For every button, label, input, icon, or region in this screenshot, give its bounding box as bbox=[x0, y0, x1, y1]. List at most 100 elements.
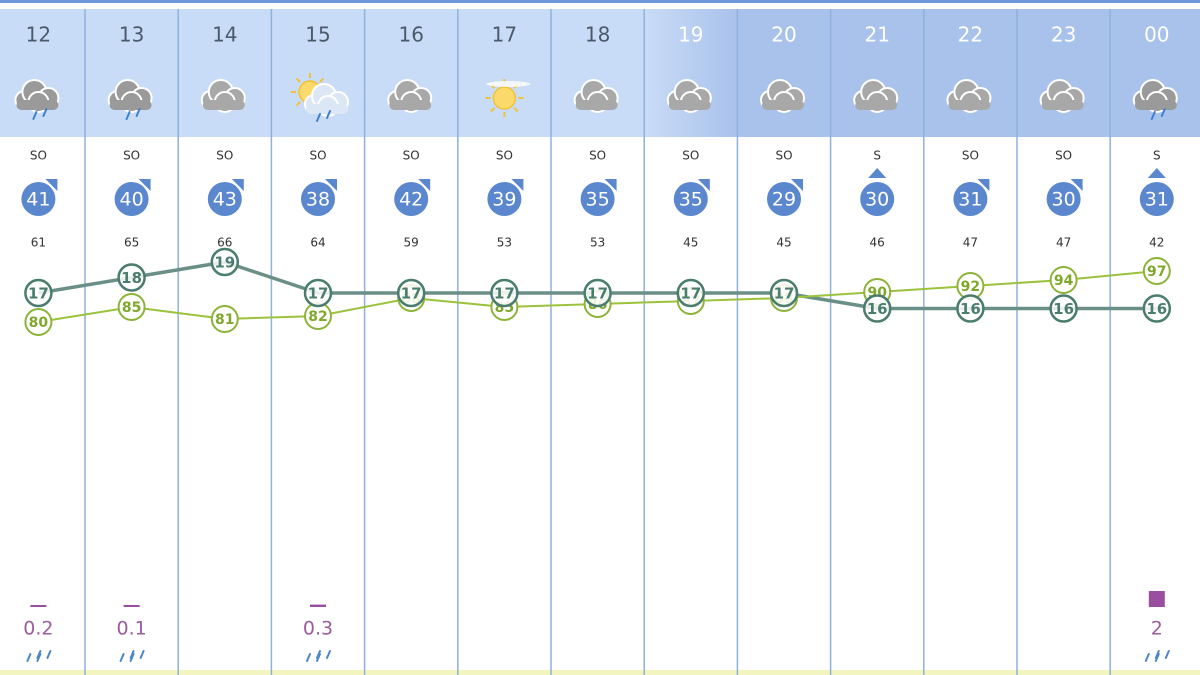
precip-bar bbox=[310, 604, 326, 607]
gust: 53 bbox=[590, 236, 605, 250]
hour-label: 18 bbox=[585, 23, 610, 47]
gust: 45 bbox=[776, 236, 791, 250]
gust: 65 bbox=[124, 236, 139, 250]
header-cell bbox=[364, 9, 458, 137]
humidity-point bbox=[117, 293, 146, 321]
wind-arrow bbox=[511, 179, 524, 191]
wind-speed: 31 bbox=[1145, 189, 1169, 211]
wind-arrow bbox=[138, 179, 151, 191]
wind-direction: SO bbox=[496, 149, 513, 163]
precip-value: 0.2 bbox=[23, 618, 53, 640]
wind-direction: SO bbox=[682, 149, 699, 163]
wind-speed: 42 bbox=[399, 189, 423, 211]
drop bbox=[316, 653, 321, 662]
wind-arrow bbox=[45, 179, 58, 191]
humidity-label: 80 bbox=[29, 315, 49, 331]
wind-badge bbox=[487, 182, 522, 216]
wind-speed: 31 bbox=[958, 189, 982, 211]
drop bbox=[1164, 650, 1170, 659]
drops-icon bbox=[1144, 650, 1170, 662]
wind-arrow bbox=[231, 179, 244, 191]
wind-badge bbox=[207, 182, 242, 216]
hour-label: 17 bbox=[492, 23, 517, 47]
hour-label: 13 bbox=[119, 23, 144, 47]
header-cell bbox=[271, 9, 365, 137]
header-cell bbox=[85, 9, 179, 137]
weather-icon bbox=[946, 79, 992, 113]
temperature-label: 16 bbox=[1053, 300, 1074, 318]
sun-ray bbox=[295, 77, 301, 83]
temperature-point bbox=[583, 278, 612, 308]
gust: 53 bbox=[497, 236, 512, 250]
drop bbox=[42, 108, 48, 117]
wind-direction: S bbox=[1153, 149, 1161, 163]
drop bbox=[1144, 653, 1150, 662]
drop bbox=[26, 653, 32, 662]
cloud-base bbox=[855, 100, 898, 110]
wind-speed: 40 bbox=[120, 189, 144, 211]
wind-badge bbox=[767, 182, 801, 216]
temperature-point bbox=[303, 278, 333, 308]
weather-icon bbox=[666, 79, 712, 113]
wind-arrow bbox=[1070, 179, 1083, 191]
cloud-base bbox=[16, 100, 59, 110]
drop bbox=[36, 653, 42, 662]
temperature-label: 17 bbox=[494, 285, 515, 303]
drop bbox=[326, 110, 331, 119]
temperature-point bbox=[956, 294, 985, 323]
humidity-label: 94 bbox=[1054, 273, 1074, 289]
sun-disc bbox=[492, 86, 517, 110]
humidity-label: 92 bbox=[961, 279, 980, 295]
wind-direction: SO bbox=[123, 149, 140, 163]
gust: 47 bbox=[1056, 236, 1071, 250]
hour-label: 12 bbox=[26, 23, 51, 47]
precip-bar bbox=[1148, 591, 1165, 607]
drop bbox=[36, 650, 42, 659]
header-cell bbox=[737, 9, 831, 137]
gust: 42 bbox=[1149, 236, 1164, 250]
wind-badge bbox=[953, 182, 988, 216]
header-cell bbox=[178, 9, 272, 137]
drop bbox=[46, 650, 52, 659]
gust: 46 bbox=[870, 236, 885, 250]
weather-icon bbox=[14, 79, 60, 120]
wind-arrow bbox=[868, 168, 887, 178]
top-bar bbox=[0, 0, 1200, 3]
cloud-base bbox=[202, 100, 245, 110]
gust: 59 bbox=[404, 236, 419, 250]
wind-arrow bbox=[1147, 168, 1166, 178]
header-cell bbox=[923, 9, 1017, 137]
humidity-label: 85 bbox=[122, 300, 141, 316]
temperature-point bbox=[862, 294, 892, 323]
temperature-label: 19 bbox=[214, 254, 235, 272]
temperature-point bbox=[769, 278, 799, 308]
wind-badge bbox=[301, 182, 335, 216]
header-cell bbox=[1017, 9, 1111, 137]
humidity-point bbox=[1142, 257, 1171, 285]
wind-badge bbox=[21, 182, 56, 216]
cloud-base bbox=[306, 104, 348, 114]
wind-direction: SO bbox=[589, 149, 606, 163]
hour-label: 23 bbox=[1051, 23, 1076, 47]
temperature-point bbox=[117, 263, 146, 292]
hour-label: 15 bbox=[305, 23, 330, 47]
header-cell bbox=[1110, 9, 1200, 137]
drop bbox=[1154, 650, 1160, 659]
temperature-point bbox=[676, 278, 706, 308]
wind-direction: SO bbox=[30, 149, 47, 163]
temperature-point bbox=[490, 278, 519, 308]
hour-label: 21 bbox=[864, 23, 889, 47]
header-cell bbox=[644, 9, 738, 137]
temperature-label: 17 bbox=[587, 285, 608, 303]
wind-speed: 43 bbox=[213, 189, 237, 211]
temperature-label: 16 bbox=[960, 300, 981, 318]
drop bbox=[135, 108, 141, 117]
wind-badge bbox=[673, 182, 708, 216]
temperature-point bbox=[210, 247, 240, 277]
hour-label: 16 bbox=[398, 23, 423, 47]
wind-arrow bbox=[697, 179, 710, 191]
precip-value: 0.3 bbox=[303, 618, 333, 640]
weather-icon bbox=[573, 79, 619, 113]
drops-icon bbox=[306, 650, 331, 662]
